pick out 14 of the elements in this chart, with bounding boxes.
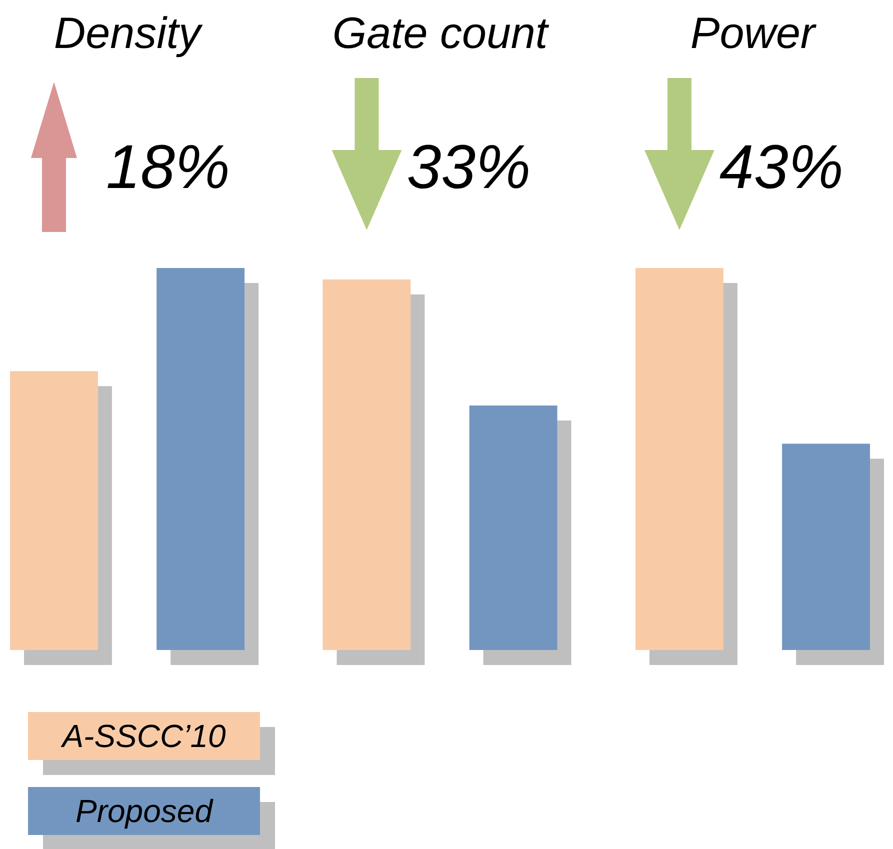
x-tick-label: Density [54, 9, 204, 58]
x-tick-label: Power [690, 9, 818, 58]
bar [322, 279, 411, 650]
x-tick-label: Gate count [332, 9, 550, 58]
bar [635, 268, 724, 650]
bar [782, 444, 870, 650]
bar [10, 371, 98, 650]
text: 33% [406, 133, 531, 202]
text: A-SSCC’10 [60, 718, 226, 754]
bar [156, 268, 245, 650]
text: 18% [106, 133, 230, 202]
text: 43% [719, 133, 844, 202]
text: Proposed [76, 793, 214, 829]
bar [469, 406, 558, 650]
